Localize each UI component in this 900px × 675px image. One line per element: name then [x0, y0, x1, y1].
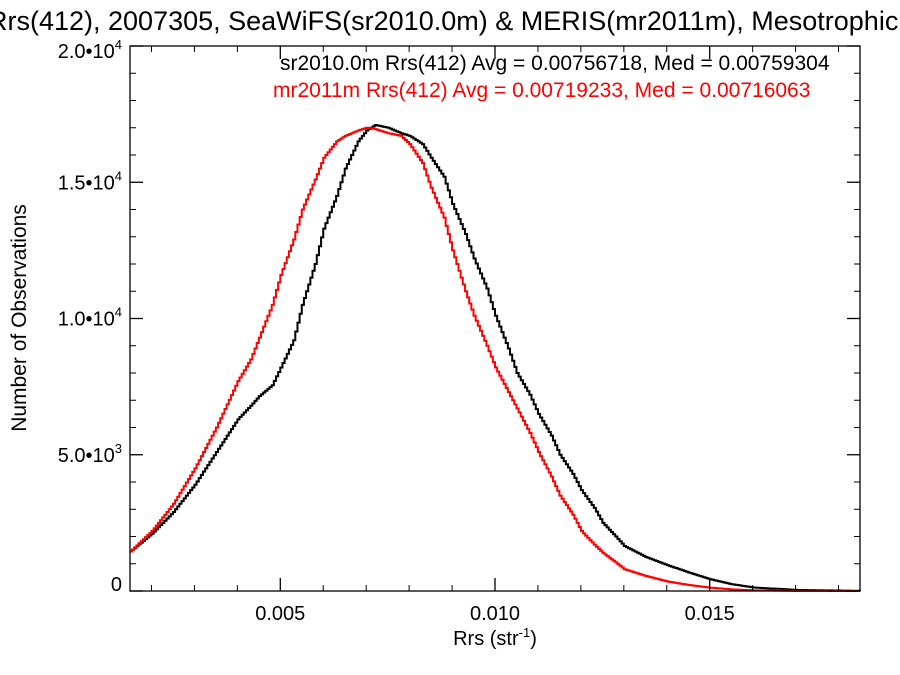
- chart-title: Rrs(412), 2007305, SeaWiFS(sr2010.0m) & …: [0, 6, 898, 36]
- x-tick-label: 0.005: [255, 603, 305, 625]
- x-tick-label: 0.010: [470, 603, 520, 625]
- y-axis: 0 5.0•103 1.0•104 1.5•104 2.0•104: [58, 37, 860, 596]
- y-axis-label: Number of Observations: [8, 204, 31, 432]
- x-axis: 0.005 0.010 0.015: [150, 46, 840, 625]
- y-tick-label: 0: [111, 574, 122, 596]
- series-line-mr2011m: [130, 126, 860, 592]
- series-line-sr2010-0m: [130, 124, 861, 592]
- x-tick-label: 0.015: [685, 603, 735, 625]
- x-axis-label-close: ): [530, 628, 537, 650]
- x-axis-label: Rrs (str-1): [453, 625, 537, 650]
- legend-entry-mr2011m: mr2011m Rrs(412) Avg = 0.00719233, Med =…: [273, 79, 810, 102]
- y-tick-label: 1.0•104: [58, 305, 122, 331]
- y-tick-label: 2.0•104: [58, 37, 122, 63]
- legend-entry-sr2010-0m: sr2010.0m Rrs(412) Avg = 0.00756718, Med…: [280, 52, 830, 75]
- plot-frame: [129, 45, 861, 592]
- x-axis-label-main: Rrs (str: [453, 628, 519, 650]
- plot-series: [130, 124, 861, 592]
- y-tick-label: 5.0•103: [58, 441, 122, 467]
- y-tick-label: 1.5•104: [58, 168, 122, 194]
- x-axis-label-exponent: -1: [519, 625, 531, 640]
